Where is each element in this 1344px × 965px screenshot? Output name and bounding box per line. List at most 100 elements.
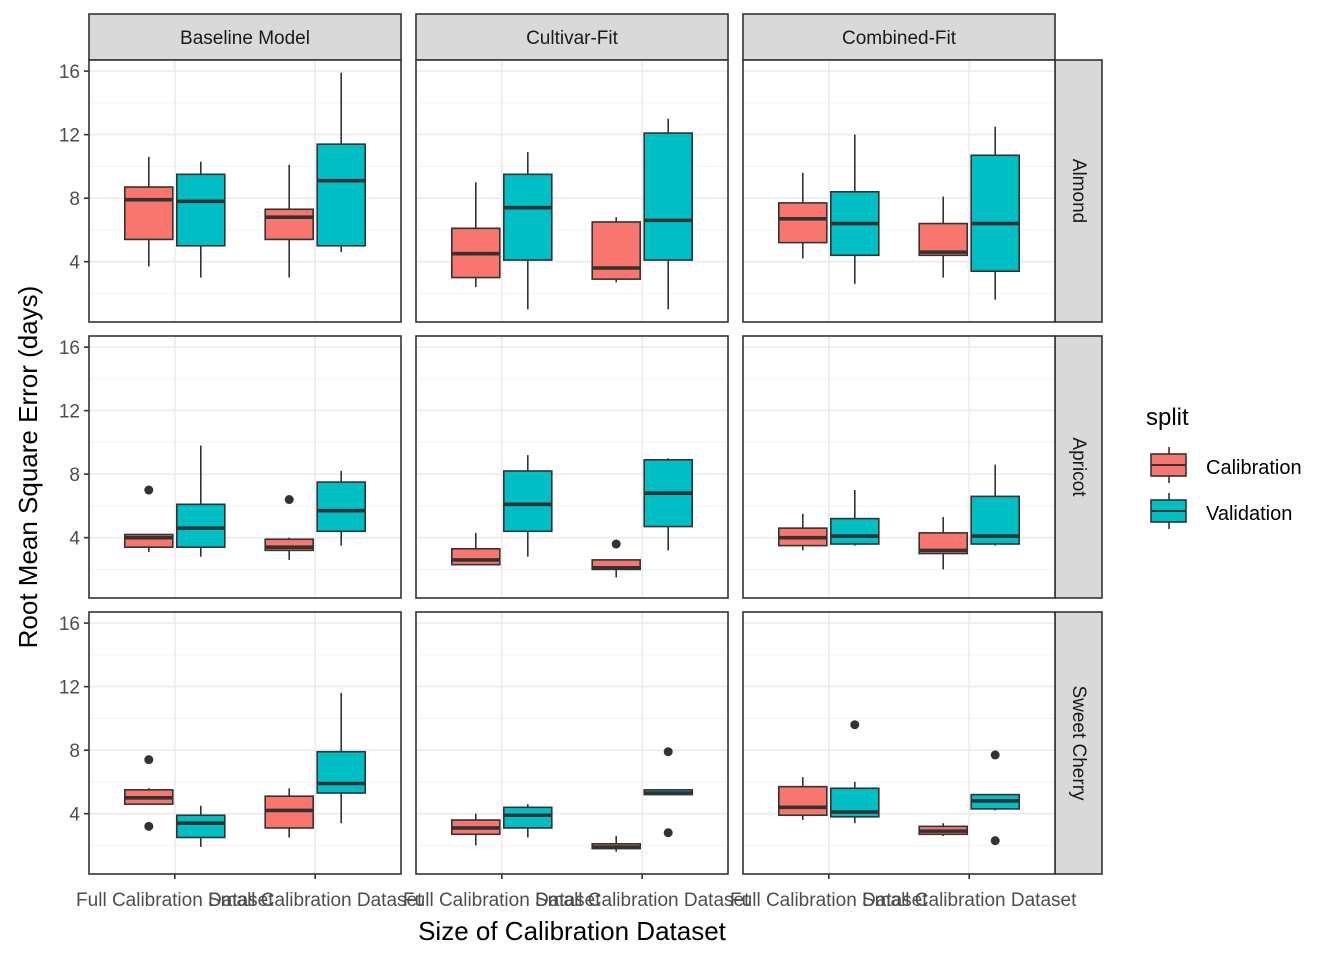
box-calibration bbox=[777, 513, 828, 551]
x-tick-label: Full Calibration Dataset bbox=[76, 890, 274, 911]
box-calibration bbox=[918, 517, 969, 570]
box-validation bbox=[829, 134, 880, 284]
box-body bbox=[316, 481, 367, 533]
box-calibration bbox=[450, 182, 501, 288]
box-body bbox=[970, 154, 1021, 272]
y-tick-label: 8 bbox=[69, 189, 80, 210]
box-calibration bbox=[918, 196, 969, 278]
facet-strip-top: Combined-Fit bbox=[742, 13, 1056, 61]
y-tick-label: 8 bbox=[69, 741, 80, 762]
box-body bbox=[777, 202, 828, 244]
strip-label-baseline-model: Baseline Model bbox=[180, 28, 310, 49]
box-validation bbox=[316, 692, 367, 824]
panel-border bbox=[415, 611, 729, 875]
y-axis-title: Root Mean Square Error (days) bbox=[13, 286, 43, 649]
box-body bbox=[176, 503, 226, 548]
outlier-point bbox=[284, 495, 294, 505]
y-tick-label: 16 bbox=[59, 614, 80, 635]
box-calibration bbox=[124, 755, 174, 831]
outlier-point bbox=[663, 747, 673, 757]
panel-border bbox=[742, 611, 1056, 875]
strip-background bbox=[88, 13, 402, 61]
box-body bbox=[502, 470, 553, 533]
legend-label-validation: Validation bbox=[1206, 503, 1292, 525]
box-body bbox=[918, 222, 969, 257]
y-tick-label: 8 bbox=[69, 465, 80, 486]
legend: split Calibration Validation bbox=[1146, 404, 1302, 529]
strip-label-sweet-cherry: Sweet Cherry bbox=[1068, 685, 1089, 801]
box-body bbox=[264, 538, 315, 552]
y-tick-label: 12 bbox=[59, 678, 80, 699]
box-calibration bbox=[918, 823, 969, 836]
facet-panel bbox=[415, 59, 729, 323]
box-calibration bbox=[777, 777, 828, 821]
panel-border bbox=[415, 59, 729, 323]
outlier-point bbox=[850, 720, 860, 730]
outlier-point bbox=[663, 828, 673, 838]
facet-strip-top: Baseline Model bbox=[88, 13, 402, 61]
facet-strip-right: Almond bbox=[1054, 59, 1103, 323]
box-validation bbox=[970, 750, 1021, 846]
box-body bbox=[502, 173, 553, 261]
box-calibration bbox=[591, 539, 642, 578]
box-validation bbox=[502, 804, 553, 838]
panel-background bbox=[89, 336, 401, 598]
box-validation bbox=[643, 747, 694, 838]
outlier-point bbox=[990, 836, 1000, 846]
box-calibration bbox=[777, 172, 828, 259]
outlier-point bbox=[611, 539, 621, 549]
x-axis-title: Size of Calibration Dataset bbox=[418, 916, 727, 946]
y-tick-label: 4 bbox=[69, 529, 80, 550]
facet-panel: 4 8 12 16 bbox=[59, 335, 402, 599]
box-validation bbox=[829, 720, 880, 824]
box-validation bbox=[176, 805, 226, 848]
strip-background bbox=[1054, 335, 1103, 599]
box-validation bbox=[316, 470, 367, 546]
y-tick-label: 4 bbox=[69, 253, 80, 274]
box-validation bbox=[829, 490, 880, 546]
box-validation bbox=[502, 152, 553, 310]
outlier-point bbox=[144, 485, 154, 495]
legend-label-calibration: Calibration bbox=[1206, 457, 1302, 479]
box-validation bbox=[316, 72, 367, 253]
strip-label-cultivar-fit: Cultivar-Fit bbox=[526, 28, 619, 49]
strip-label-apricot: Apricot bbox=[1068, 437, 1089, 497]
strip-background bbox=[742, 13, 1056, 61]
box-calibration bbox=[591, 835, 642, 852]
strip-label-combined-fit: Combined-Fit bbox=[842, 28, 957, 49]
outlier-point bbox=[990, 750, 1000, 760]
y-tick-label: 16 bbox=[59, 62, 80, 83]
box-calibration bbox=[450, 813, 501, 846]
panel-border bbox=[88, 335, 402, 599]
box-body bbox=[124, 186, 174, 241]
panel-background bbox=[89, 612, 401, 874]
box-calibration bbox=[450, 532, 501, 566]
box-body bbox=[502, 806, 553, 829]
y-tick-label: 16 bbox=[59, 338, 80, 359]
box-validation bbox=[643, 458, 694, 551]
panel-border bbox=[88, 59, 402, 323]
panel-border bbox=[415, 335, 729, 599]
facet-panel bbox=[415, 335, 729, 599]
facet-strip-top: Cultivar-Fit bbox=[415, 13, 729, 61]
box-calibration bbox=[124, 485, 174, 552]
box-validation bbox=[176, 445, 226, 557]
facet-panel bbox=[742, 335, 1056, 599]
facet-panel: 4 8 12 16 bbox=[59, 59, 402, 323]
strip-background bbox=[415, 13, 729, 61]
box-body bbox=[591, 221, 642, 280]
box-validation bbox=[970, 464, 1021, 546]
box-body bbox=[264, 208, 315, 241]
box-body bbox=[176, 814, 226, 839]
box-body bbox=[918, 532, 969, 555]
legend-item-calibration: Calibration bbox=[1150, 447, 1302, 483]
legend-item-validation: Validation bbox=[1150, 493, 1292, 529]
x-tick-label: Full Calibration Dataset bbox=[403, 890, 601, 911]
panel-background bbox=[743, 336, 1055, 598]
strip-background bbox=[1054, 59, 1103, 323]
panels-layer: Baseline Model Cultivar-Fit Combined-Fit Al… bbox=[59, 13, 1103, 911]
strip-label-almond: Almond bbox=[1068, 159, 1089, 223]
